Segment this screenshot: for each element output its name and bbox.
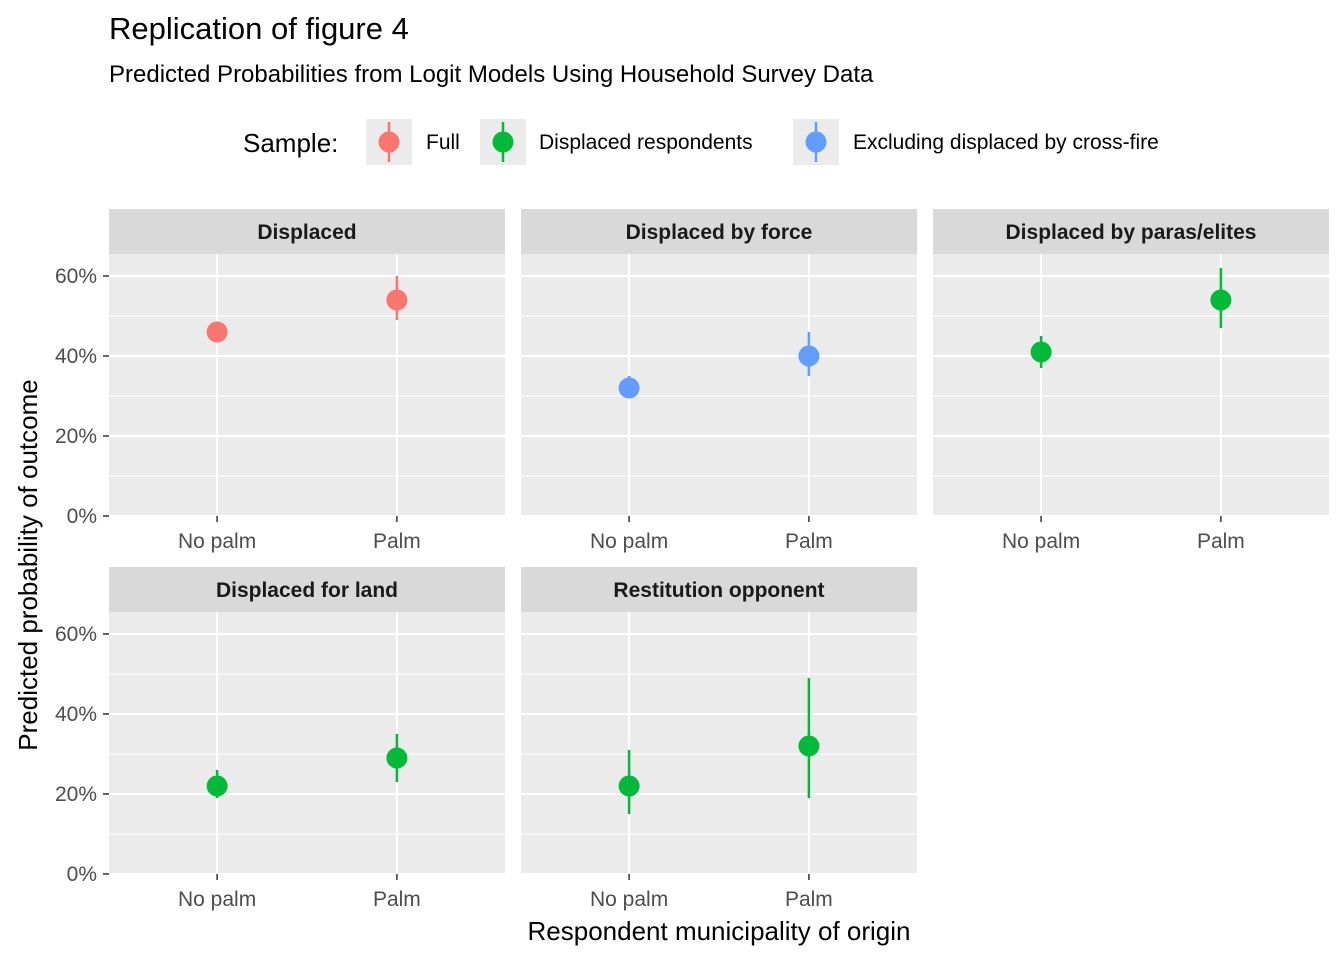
legend: Sample: Full Displaced respondents Excludi… [243,119,1159,165]
data-point [1030,341,1052,363]
legend-item: Full [366,119,460,165]
facet-panel: Restitution opponent No palm Palm [521,567,917,911]
x-tick-label: Palm [1197,530,1245,553]
legend-item: Displaced respondents [480,119,753,165]
chart-subtitle: Predicted Probabilities from Logit Model… [109,61,874,88]
y-tick-label: 60% [55,265,97,288]
plot-background [933,254,1329,516]
facet-strip-label: Displaced by paras/elites [1006,221,1257,244]
plot-background [109,612,505,874]
facet-strip [109,209,505,254]
facet-strip-label: Displaced by force [626,221,813,244]
legend-key-point [378,131,400,153]
data-point [1210,289,1232,311]
y-axis-title: Predicted probability of outcome [13,379,43,750]
legend-key-point [805,131,827,153]
legend-item: Excluding displaced by cross-fire [793,119,1159,165]
facet-strip [109,567,505,612]
facet-strip [521,567,917,612]
x-tick-label: No palm [178,530,256,553]
y-tick-label: 0% [67,505,97,528]
x-tick-label: Palm [373,530,421,553]
y-tick-label: 40% [55,345,97,368]
plot-background [109,254,505,516]
plot-background [521,254,917,516]
legend-label: Excluding displaced by cross-fire [853,131,1159,154]
facet-strip [933,209,1329,254]
facet-panel: Displaced by paras/elites No palm Palm [933,209,1329,553]
chart-title: Replication of figure 4 [109,11,409,46]
plot-background [521,612,917,874]
data-point [798,345,820,367]
data-point [618,377,640,399]
legend-key-point [492,131,514,153]
data-point [386,747,408,769]
y-tick-label: 0% [67,863,97,886]
x-tick-label: No palm [1002,530,1080,553]
data-point [386,289,408,311]
facet-strip [521,209,917,254]
y-tick-label: 20% [55,783,97,806]
legend-title: Sample: [243,128,338,158]
y-tick-label: 40% [55,703,97,726]
x-tick-label: Palm [785,530,833,553]
facet-panel: Displaced No palm Palm 0% 20% 40% 60% [55,209,505,553]
legend-label: Full [426,131,460,154]
x-tick-label: Palm [785,888,833,911]
x-tick-label: No palm [590,530,668,553]
facet-strip-label: Restitution opponent [613,579,824,602]
x-tick-label: Palm [373,888,421,911]
facet-strip-label: Displaced for land [216,579,398,602]
data-point [798,735,820,757]
x-axis-title: Respondent municipality of origin [528,916,911,946]
data-point [206,321,228,343]
data-point [206,775,228,797]
y-tick-label: 60% [55,623,97,646]
facet-panel: Displaced by force No palm Palm [521,209,917,553]
data-point [618,775,640,797]
facet-strip-label: Displaced [257,221,356,244]
legend-label: Displaced respondents [539,131,753,154]
x-tick-label: No palm [590,888,668,911]
x-tick-label: No palm [178,888,256,911]
y-tick-label: 20% [55,425,97,448]
facet-panel: Displaced for land No palm Palm 0% 20% 40% 60% [55,567,505,911]
